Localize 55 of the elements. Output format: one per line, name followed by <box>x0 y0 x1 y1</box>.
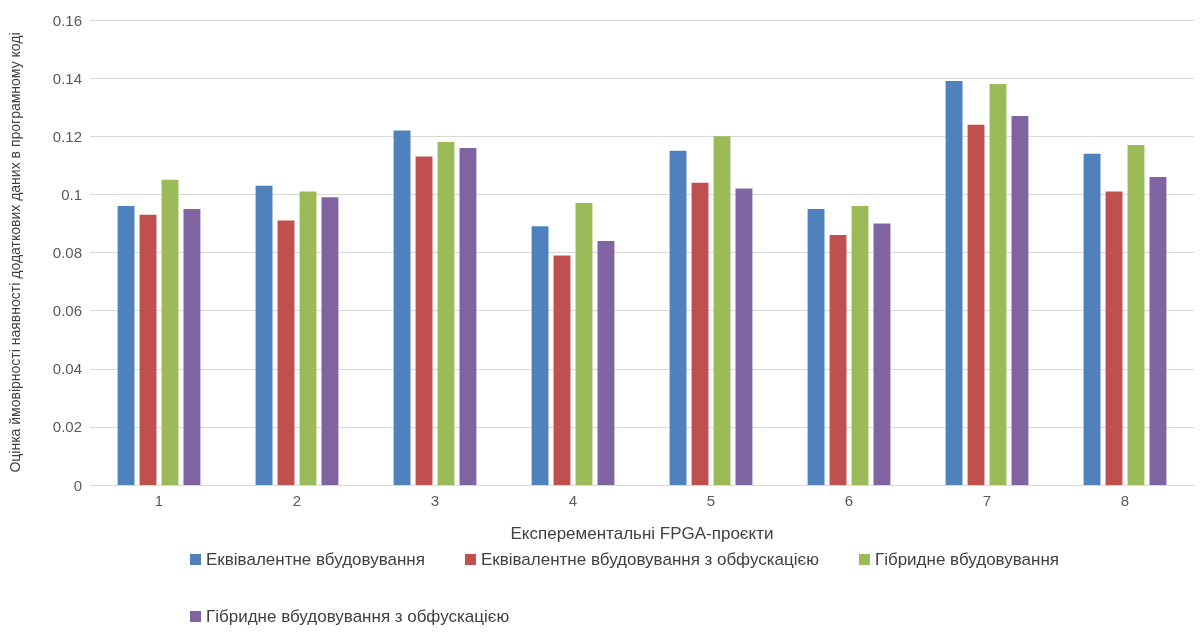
bar <box>713 136 731 485</box>
bar <box>161 179 179 485</box>
bar <box>597 240 615 485</box>
bar <box>989 83 1007 485</box>
bar <box>851 206 869 485</box>
bar <box>415 156 433 485</box>
x-tick-label: 3 <box>430 492 440 509</box>
x-tick-label: 2 <box>292 492 302 509</box>
bar <box>691 182 709 485</box>
bar <box>873 223 891 485</box>
x-tick-label: 5 <box>706 492 716 509</box>
bar <box>1149 176 1167 485</box>
y-axis-title: Оцінка ймовірності наявності додаткових даних в програмному коді <box>7 32 23 473</box>
bar <box>945 81 963 485</box>
y-tick-label: 0.02 <box>52 418 82 436</box>
bar <box>829 235 847 485</box>
bar <box>807 208 825 485</box>
bar <box>277 220 295 485</box>
y-tick-label: 0.06 <box>52 302 82 320</box>
y-tick-label: 0.1 <box>61 185 82 203</box>
bar <box>967 124 985 485</box>
y-tick-label: 0.08 <box>52 244 82 261</box>
bar <box>459 147 477 485</box>
x-tick-label: 6 <box>844 492 854 509</box>
x-tick-label: 8 <box>1120 492 1130 509</box>
x-axis-title: Експерементальні FPGA-проєкти <box>510 524 774 543</box>
bar <box>575 203 593 485</box>
legend-label: Еквівалентне вбудовування з обфускацією <box>480 550 820 569</box>
legend-label: Гібридне вбудовування з обфускацією <box>206 607 510 626</box>
y-tick-label: 0.12 <box>52 127 82 145</box>
bar <box>183 208 201 485</box>
y-tick-label: 0.04 <box>52 360 82 378</box>
y-tick-label: 0.16 <box>52 11 82 29</box>
bar <box>553 255 571 485</box>
legend-label: Еквівалентне вбудовування <box>206 550 425 569</box>
x-tick-label: 7 <box>982 492 992 509</box>
bar <box>531 226 549 485</box>
y-tick-label: 0 <box>73 476 82 494</box>
bar <box>393 130 411 485</box>
legend-label: Гібридне вбудовування <box>874 550 1060 569</box>
bar <box>1127 144 1145 485</box>
bar <box>1105 191 1123 485</box>
x-tick-label: 1 <box>154 492 164 509</box>
bar <box>669 150 687 485</box>
x-tick-label: 4 <box>568 492 578 509</box>
bar <box>735 188 753 485</box>
y-tick-label: 0.14 <box>52 69 82 87</box>
bar <box>321 197 339 485</box>
bar <box>299 191 317 485</box>
bar <box>437 142 455 485</box>
bar <box>1083 153 1101 485</box>
bar <box>117 206 135 485</box>
bar <box>1011 115 1029 485</box>
bar <box>255 185 273 485</box>
bar <box>139 214 157 485</box>
